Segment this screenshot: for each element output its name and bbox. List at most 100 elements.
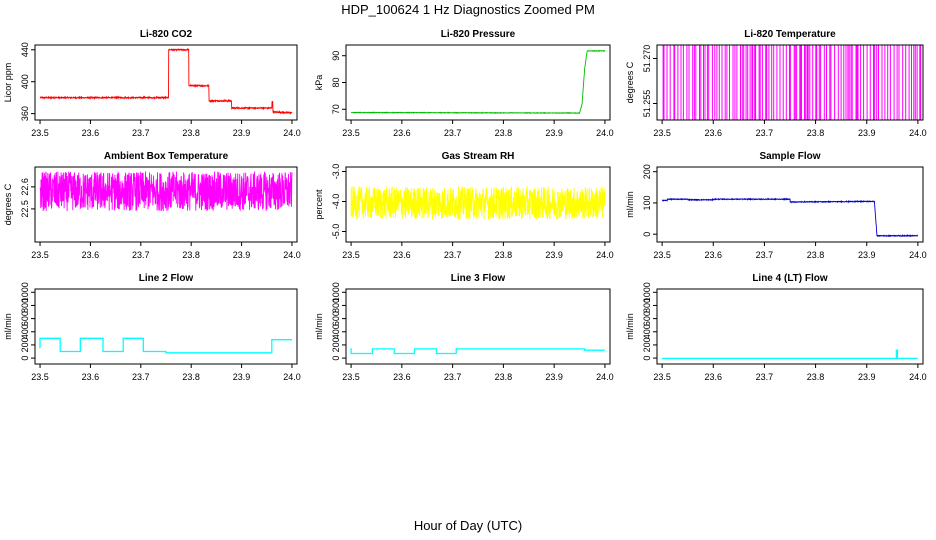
y-tick-label: 440 [20,42,30,57]
panel-title: Gas Stream RH [442,151,515,162]
x-tick-label: 23.8 [807,250,825,260]
panel-title: Line 4 (LT) Flow [752,273,828,284]
x-tick-label: 24.0 [283,128,301,138]
plot-frame [34,166,298,243]
x-tick-label: 23.5 [31,250,49,260]
y-axis-label: percent [314,189,324,220]
x-tick-label: 23.8 [182,250,200,260]
y-tick-label: 1000 [642,282,652,302]
panel-5: Gas Stream RH 23.5 23.6 23.7 23.8 23.9 24.0 -5.… [314,151,614,260]
x-tick-label: 23.7 [444,128,462,138]
y-tick-label: 800 [331,298,341,313]
x-tick-label: 24.0 [283,372,301,382]
y-tick-label: 100 [642,195,652,210]
y-tick-label: 51.270 [642,45,652,73]
series-line [39,337,292,354]
y-tick-label: 0 [642,232,652,237]
y-tick-label: 400 [20,324,30,339]
x-tick-label: 23.5 [342,128,360,138]
y-tick-label: 200 [20,337,30,352]
x-tick-label: 23.6 [82,372,100,382]
panel-9: Line 4 (LT) Flow 23.5 23.6 23.7 23.8 23.9 24.0… [625,273,927,382]
panel-6: Sample Flow 23.5 23.6 23.7 23.8 23.9 24.0 0 100 2… [625,151,927,260]
panel-8: Line 3 Flow 23.5 23.6 23.7 23.8 23.9 24.0 0 2004… [314,273,614,382]
x-tick-label: 23.6 [393,250,411,260]
series-line [350,49,606,115]
panel-1: Li-820 CO2 23.5 23.6 23.7 23.8 23.9 24.0 360 400… [3,29,301,138]
x-tick-label: 23.9 [545,250,563,260]
x-tick-label: 24.0 [909,128,927,138]
y-tick-label: 90 [331,51,341,61]
series-line [350,186,606,220]
data-area [661,197,919,238]
x-tick-label: 23.6 [82,250,100,260]
panel-title: Li-820 CO2 [140,29,193,40]
panel-2: Li-820 Pressure 23.5 23.6 23.7 23.8 23.9 24.0 7… [314,29,614,138]
y-tick-label: 600 [20,311,30,326]
panel-7: Line 2 Flow 23.5 23.6 23.7 23.8 23.9 24.0 0 2004… [3,273,301,382]
x-tick-label: 23.7 [756,250,774,260]
x-tick-label: 23.7 [132,372,150,382]
y-tick-label: 1000 [331,282,341,302]
x-tick-label: 23.6 [705,372,723,382]
x-tick-label: 24.0 [283,250,301,260]
x-tick-label: 23.5 [342,250,360,260]
x-tick-label: 23.7 [756,128,774,138]
x-tick-label: 23.5 [31,128,49,138]
plot-frame [656,44,924,121]
x-tick-label: 23.9 [858,372,876,382]
x-tick-label: 23.5 [653,250,671,260]
y-tick-label: 0 [20,356,30,361]
y-tick-label: 200 [642,337,652,352]
plot-frame [656,288,924,365]
x-tick-label: 23.5 [653,128,671,138]
series-line [39,47,293,116]
series-line [657,45,922,120]
y-tick-label: 200 [642,164,652,179]
y-tick-label: 200 [331,337,341,352]
x-tick-label: 23.7 [756,372,774,382]
x-tick-label: 23.5 [31,372,49,382]
x-tick-label: 24.0 [909,250,927,260]
y-tick-label: 0 [642,356,652,361]
panel-title: Li-820 Pressure [441,29,516,40]
x-tick-label: 23.9 [545,128,563,138]
panel-title: Ambient Box Temperature [104,151,229,162]
plot-frame [345,44,611,121]
y-tick-label: 400 [642,324,652,339]
y-tick-label: 360 [20,106,30,121]
panel-title: Li-820 Temperature [744,29,836,40]
data-area [350,348,605,355]
y-tick-label: 600 [642,311,652,326]
y-tick-label: 400 [331,324,341,339]
y-axis-label: ml/min [625,313,635,340]
x-tick-label: 23.9 [233,250,251,260]
y-axis-label: degrees C [625,61,635,103]
x-tick-label: 23.7 [444,372,462,382]
y-tick-label: 600 [331,311,341,326]
x-tick-label: 23.8 [807,372,825,382]
y-tick-label: 1000 [20,282,30,302]
y-tick-label: 800 [642,298,652,313]
x-tick-label: 23.6 [393,372,411,382]
y-tick-label: 51.255 [642,90,652,118]
y-tick-label: 800 [20,298,30,313]
series-line [39,171,293,212]
x-tick-label: 23.9 [233,128,251,138]
data-area [39,47,293,116]
x-tick-label: 23.7 [444,250,462,260]
series-line [661,197,919,238]
x-tick-label: 23.5 [653,372,671,382]
x-tick-label: 24.0 [596,128,614,138]
x-tick-label: 23.8 [182,128,200,138]
data-area [662,349,918,360]
panel-title: Line 3 Flow [451,273,506,284]
y-tick-label: -3.0 [331,164,341,180]
data-area [39,171,293,212]
figure-title: HDP_100624 1 Hz Diagnostics Zoomed PM [341,2,595,17]
data-area [657,45,922,120]
plot-frame [34,288,298,365]
x-tick-label: 23.9 [233,372,251,382]
x-axis-title: Hour of Day (UTC) [413,518,523,533]
